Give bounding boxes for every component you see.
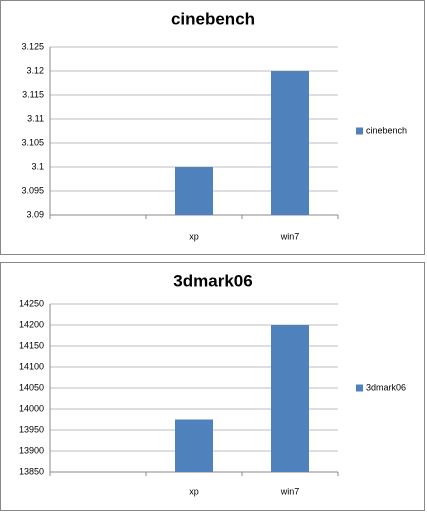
y-tick-label: 3.12 [26, 65, 44, 75]
x-tick-label: xp [189, 231, 199, 241]
y-tick-label: 3.115 [22, 89, 44, 99]
y-tick-label: 13950 [19, 424, 44, 434]
legend-label: cinebench [366, 125, 407, 135]
y-tick-label: 14050 [19, 382, 44, 392]
legend-swatch [356, 127, 363, 135]
y-tick-label: 3.105 [21, 137, 44, 147]
chart-title: 3dmark06 [173, 271, 252, 290]
legend-swatch [356, 384, 363, 392]
y-tick-label: 14250 [19, 298, 44, 308]
y-tick-label: 14150 [19, 340, 44, 350]
y-tick-label: 14100 [19, 361, 44, 371]
bar [271, 325, 309, 472]
y-tick-label: 3.11 [27, 113, 44, 123]
y-tick-label: 13900 [19, 445, 44, 455]
y-tick-label: 3.125 [21, 41, 44, 51]
x-tick-label: win7 [280, 486, 300, 496]
y-tick-label: 3.095 [21, 185, 44, 195]
y-tick-label: 14000 [19, 403, 44, 413]
y-tick-label: 13850 [19, 466, 44, 476]
bar [175, 419, 213, 472]
chart-title: cinebench [171, 9, 255, 28]
bar [271, 71, 309, 215]
bar [175, 167, 213, 215]
y-tick-label: 3.1 [31, 161, 44, 171]
legend-label: 3dmark06 [366, 382, 406, 392]
y-tick-label: 14200 [19, 319, 44, 329]
x-tick-label: xp [189, 486, 199, 496]
x-tick-label: win7 [280, 231, 300, 241]
y-tick-label: 3.09 [26, 209, 44, 219]
